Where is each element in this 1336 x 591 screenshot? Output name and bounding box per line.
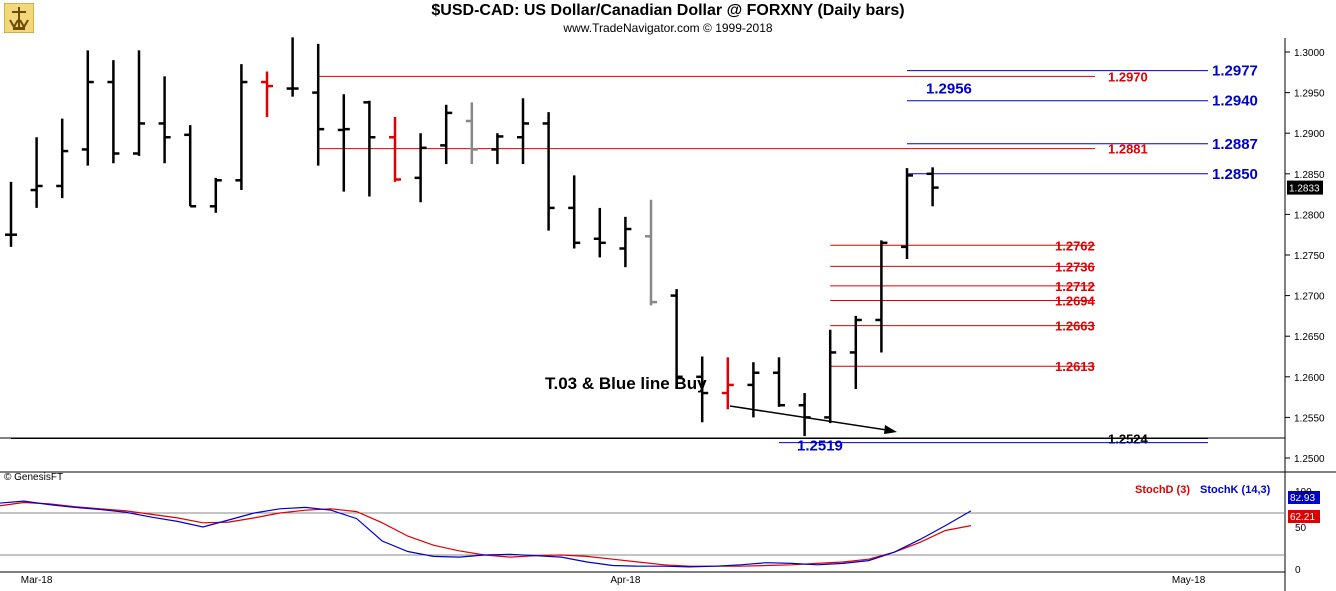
level-label: 1.2881 [1108,142,1148,157]
level-label: 1.2887 [1212,136,1258,153]
price-tick-label: 1.2550 [1294,413,1325,424]
annotation-arrow-head [884,425,897,434]
annotation-layer: T.03 & Blue line Buy © GenesisFT [4,374,897,483]
ohlc-bar [107,60,120,164]
stoch-last-label: 82.93 [1290,493,1315,504]
stoch-last-label: 62.21 [1290,512,1315,523]
ohlc-bar [209,177,222,213]
ohlc-bar [824,329,837,424]
ohlc-bar [926,167,939,207]
buy-annotation-text: T.03 & Blue line Buy [545,374,707,393]
ohlc-bar [901,168,913,260]
stoch-series-line [0,500,972,568]
price-tick-label: 1.2800 [1294,210,1325,221]
level-label: 1.2663 [1055,319,1095,334]
ohlc-bar [5,181,17,247]
chart-title: $USD-CAD: US Dollar/Canadian Dollar @ FO… [431,2,905,19]
chart-subtitle: www.TradeNavigator.com © 1999-2018 [563,21,773,35]
ohlc-bar [414,133,427,203]
price-tick-label: 1.2600 [1294,373,1325,384]
ohlc-bar [747,362,760,418]
ohlc-bar [517,98,529,165]
price-tick-label: 1.2750 [1294,251,1325,262]
support-resistance-levels: 1.2977 1.2970 1.2940 1.2887 1.2881 1.2850 1.27… [11,63,1258,455]
ohlc-bar [491,133,504,165]
ohlc-bar [568,175,581,249]
price-tick-label: 1.2700 [1294,292,1325,303]
price-tick-label: 1.2850 [1294,170,1325,181]
ohlc-bar [696,356,709,423]
brand-label: © GenesisFT [4,472,63,483]
level-label: 1.2762 [1055,238,1095,253]
ohlc-bars [5,37,939,437]
ohlc-bar [542,112,555,231]
ohlc-bar [184,125,197,208]
stoch-last-box [1288,491,1320,504]
ohlc-bar [363,100,376,197]
price-tick-label: 1.2950 [1294,89,1325,100]
level-label: 1.2850 [1212,166,1258,183]
price-tick-label: 1.3000 [1294,48,1325,59]
ohlc-bar [645,199,657,306]
stochastic-panel: StochD (3) StochK (14,3) 82.93 62.21 [0,484,1320,568]
stoch-legend-d: StochD (3) [1135,484,1190,496]
ohlc-bar [389,116,401,182]
stoch-tick-label: 50 [1295,523,1307,534]
level-label: 1.2524 [1108,432,1149,447]
date-tick-label: May-18 [1172,575,1206,586]
level-label: 1.2519 [797,438,843,455]
level-label: 1.2956 [926,81,972,98]
last-price-box [1287,180,1323,195]
ohlc-bar [30,137,43,208]
trade-navigator-logo-icon [4,3,34,33]
price-tick-label: 1.2900 [1294,129,1325,140]
ohlc-bar [593,207,606,258]
ohlc-bar [875,240,888,353]
ohlc-bar [337,94,350,192]
level-label: 1.2970 [1108,69,1148,84]
ohlc-bar [261,71,273,117]
grid-layer [0,38,1336,591]
price-tick-label: 1.2500 [1294,454,1325,465]
stoch-legend-k: StochK (14,3) [1200,484,1271,496]
ohlc-bar [56,118,69,199]
ohlc-bar [158,76,171,164]
ohlc-bar [619,216,632,268]
ohlc-bar [670,289,683,389]
ohlc-bar [81,50,94,166]
level-label: 1.2736 [1055,259,1095,274]
level-label: 1.2712 [1055,279,1095,294]
ohlc-bar [465,102,478,165]
level-label: 1.2940 [1212,93,1258,110]
stoch-last-box [1288,510,1320,523]
date-tick-label: Apr-18 [610,575,640,586]
ohlc-bar [235,64,248,191]
level-label: 1.2613 [1055,359,1095,374]
ohlc-bar [286,37,299,97]
last-price-label: 1.2833 [1289,184,1320,195]
date-tick-label: Mar-18 [21,575,53,586]
price-axis: 1.3000 1.2950 1.2900 1.2850 1.2800 1.2750 1.27… [21,48,1325,586]
ohlc-bar [440,104,453,165]
ohlc-bar [312,43,325,166]
ohlc-bar [849,315,862,389]
annotation-arrow-line [729,405,894,432]
level-label: 1.2694 [1055,293,1096,308]
level-label: 1.2977 [1212,63,1258,80]
ohlc-bar [721,357,734,410]
price-tick-label: 1.2650 [1294,332,1325,343]
ohlc-bar [773,357,785,407]
stoch-tick-label: 100 [1295,487,1312,498]
stoch-tick-label: 0 [1295,565,1301,576]
ohlc-bar [133,50,145,156]
